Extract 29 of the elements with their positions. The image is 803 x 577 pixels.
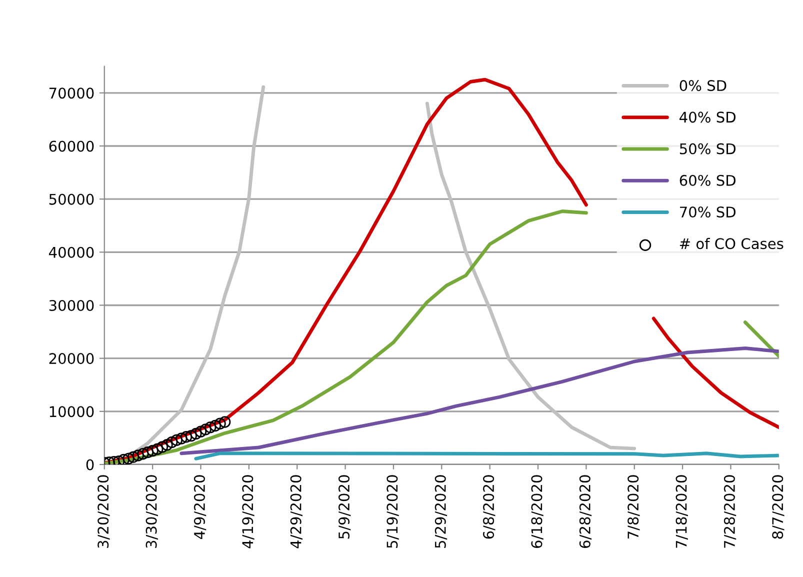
y-tick-label: 70000: [49, 88, 94, 99]
x-tick-label: 5/29/2020: [434, 475, 448, 548]
x-tick-label: 4/9/2020: [194, 475, 206, 539]
x-tick-label: 6/28/2020: [579, 475, 592, 548]
legend-label: 0% SD: [680, 80, 726, 92]
x-tick-label: 7/28/2020: [724, 475, 736, 548]
y-tick-label: 60000: [49, 140, 94, 152]
legend-label: 60% SD: [680, 174, 736, 186]
x-tick-label: 6/18/2020: [531, 475, 544, 548]
y-tick-label: 50000: [49, 194, 94, 205]
y-tick-label: 10000: [50, 406, 94, 418]
legend-label: 70% SD: [680, 206, 736, 218]
x-tick-label: 4/29/2020: [290, 475, 302, 548]
x-tick-label: 7/18/2020: [676, 475, 688, 548]
x-tick-label: 3/20/2020: [98, 475, 110, 548]
x-tick-label: 5/9/2020: [338, 475, 351, 539]
legend-label: # of CO Cases: [680, 238, 784, 250]
legend-label: 40% SD: [680, 112, 736, 123]
x-tick-label: 8/7/2020: [772, 475, 784, 539]
x-tick-label: 7/8/2020: [628, 475, 640, 539]
y-tick-label: 0: [86, 459, 94, 470]
y-tick-label: 40000: [48, 246, 94, 258]
y-tick-label: 30000: [49, 300, 94, 311]
y-tick-label: 20000: [49, 353, 94, 364]
x-tick-label: 6/8/2020: [483, 475, 496, 539]
x-tick-label: 5/19/2020: [386, 475, 399, 548]
legend-label: 50% SD: [680, 143, 736, 154]
x-tick-label: 3/30/2020: [146, 475, 158, 548]
x-tick-label: 4/19/2020: [242, 475, 254, 548]
